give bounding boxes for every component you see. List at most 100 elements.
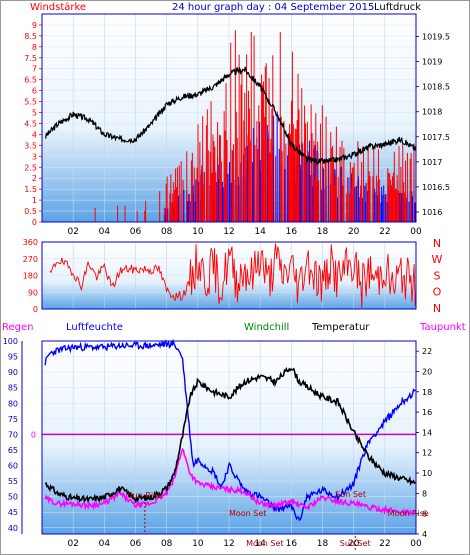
wind-y-tick-label: 1: [32, 196, 37, 205]
direction-y-tick-label: 270: [23, 255, 38, 264]
wind-y-tick-label: 3: [32, 152, 37, 161]
humidity-y-tick-label: 50: [8, 493, 18, 502]
dewpoint-line: [44, 447, 416, 517]
wind-x-tick-label: 08: [161, 227, 173, 237]
wind-x-tick-label: 22: [379, 227, 390, 237]
climate-x-tick-label: 04: [99, 539, 111, 549]
wind-panel-frame: [41, 13, 417, 223]
temperature-y-tick-label: 10: [422, 469, 432, 478]
wind-y-tick-label: 0: [32, 218, 37, 227]
climate-x-tick-label: 20: [348, 539, 360, 549]
axes-layer: 00.511.522.533.544.555.566.577.588.59101…: [3, 13, 450, 549]
direction-y-tick-label: 360: [23, 238, 38, 247]
pressure-label: Luftdruck: [374, 2, 421, 13]
direction-y-tick-label: 180: [23, 272, 38, 281]
wind-y-tick-label: 1.5: [24, 185, 37, 194]
climate-x-tick-label: 18: [317, 539, 329, 549]
temperature-y-tick-label: 22: [422, 347, 432, 356]
temperature-y-tick-label: 16: [422, 408, 432, 417]
pressure-y-tick-label: 1019: [422, 58, 442, 67]
legend-dewpoint: Taupunkt: [419, 322, 466, 333]
direction-panel-frame: [41, 241, 417, 310]
pressure-line: [45, 66, 417, 166]
series-layer: [42, 30, 417, 550]
annotation-label: Sun Set: [340, 539, 371, 548]
humidity-y-tick-label: 55: [8, 477, 18, 486]
temperature-y-tick-label: 14: [422, 428, 432, 437]
humidity-y-tick-label: 40: [8, 524, 18, 533]
wind-y-tick-label: 0.5: [24, 207, 37, 216]
humidity-line: [44, 338, 416, 522]
humidity-y-tick-label: 75: [8, 415, 18, 424]
temperature-y-tick-label: 18: [422, 388, 432, 397]
rain-zero-label: 0: [31, 430, 36, 439]
pressure-y-tick-label: 1017: [422, 158, 442, 167]
wind-y-tick-label: 8.5: [24, 32, 37, 41]
annotation-label: Sun Rise: [128, 491, 163, 500]
wind-x-tick-label: 00: [410, 227, 422, 237]
pressure-y-tick-label: 1016: [422, 208, 442, 217]
wind-y-tick-label: 7.5: [24, 54, 37, 63]
pressure-y-tick-label: 1016.5: [422, 183, 450, 192]
compass-label: O: [433, 286, 442, 299]
humidity-y-tick-label: 90: [8, 368, 18, 377]
temperature-y-tick-label: 20: [422, 367, 432, 376]
wind-y-tick-label: 7: [32, 65, 37, 74]
annotation-label: Moon Set: [246, 539, 283, 548]
wind-y-tick-label: 9: [32, 21, 37, 30]
humidity-y-tick-label: 60: [8, 462, 18, 471]
wind-strength-label: Windstärke: [30, 2, 86, 13]
wind-y-tick-label: 2.5: [24, 163, 37, 172]
humidity-y-tick-label: 100: [3, 337, 18, 346]
wind-y-tick-label: 5.5: [24, 98, 37, 107]
climate-x-tick-label: 00: [410, 539, 422, 549]
humidity-y-tick-label: 85: [8, 384, 18, 393]
compass-label: W: [432, 253, 443, 266]
climate-x-tick-label: 02: [67, 539, 78, 549]
wind-y-tick-label: 4: [32, 130, 37, 139]
legend-temperature: Temperatur: [311, 322, 370, 333]
wind-y-tick-label: 6.5: [24, 76, 37, 85]
direction-y-tick-label: 0: [33, 305, 38, 314]
wind-y-tick-label: 2: [32, 174, 37, 183]
wind-x-tick-label: 16: [286, 227, 298, 237]
climate-x-tick-label: 12: [223, 539, 234, 549]
wind-y-tick-label: 4.5: [24, 119, 37, 128]
wind-x-tick-label: 06: [130, 227, 142, 237]
climate-x-tick-label: 06: [130, 539, 142, 549]
temperature-y-tick-label: 12: [422, 449, 432, 458]
graph-title: 24 hour graph day : 04 September 2015: [172, 2, 374, 13]
wind-y-tick-label: 8: [32, 43, 37, 52]
climate-x-tick-label: 10: [192, 539, 204, 549]
wind-y-tick-label: 3.5: [24, 141, 37, 150]
compass-label: S: [434, 269, 441, 282]
humidity-y-tick-label: 80: [8, 399, 18, 408]
climate-x-tick-label: 22: [379, 539, 390, 549]
wind-x-tick-label: 18: [317, 227, 329, 237]
wind-x-tick-label: 02: [67, 227, 78, 237]
annotation-label: Sun Set: [335, 490, 366, 499]
pressure-y-tick-label: 1018.5: [422, 83, 450, 92]
annotation-label: Moon Set: [229, 509, 266, 518]
temperature-y-tick-label: 4: [422, 530, 427, 539]
pressure-y-tick-label: 1019.5: [422, 33, 450, 42]
wind-x-tick-label: 04: [99, 227, 111, 237]
wind-y-tick-label: 5: [32, 109, 37, 118]
humidity-y-tick-label: 65: [8, 446, 18, 455]
wind-x-tick-label: 10: [192, 227, 204, 237]
climate-x-tick-label: 14: [254, 539, 266, 549]
direction-y-tick-label: 90: [28, 288, 38, 297]
direction-line: [49, 243, 416, 308]
temperature-line: [44, 366, 416, 504]
legend-windchill: Windchill: [244, 322, 289, 333]
legend-humidity: Luftfeuchte: [66, 322, 123, 333]
compass-label: N: [433, 302, 441, 315]
wind-x-tick-label: 14: [254, 227, 266, 237]
climate-x-tick-label: 16: [286, 539, 298, 549]
climate-x-tick-label: 08: [161, 539, 173, 549]
climate-panel-frame: [41, 340, 417, 535]
wind-x-tick-label: 12: [223, 227, 234, 237]
temperature-y-tick-label: 8: [422, 489, 427, 498]
